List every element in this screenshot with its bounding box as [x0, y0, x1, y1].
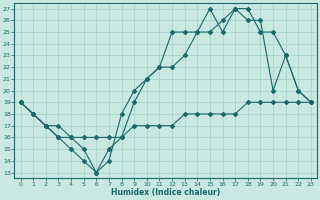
X-axis label: Humidex (Indice chaleur): Humidex (Indice chaleur)	[111, 188, 220, 197]
